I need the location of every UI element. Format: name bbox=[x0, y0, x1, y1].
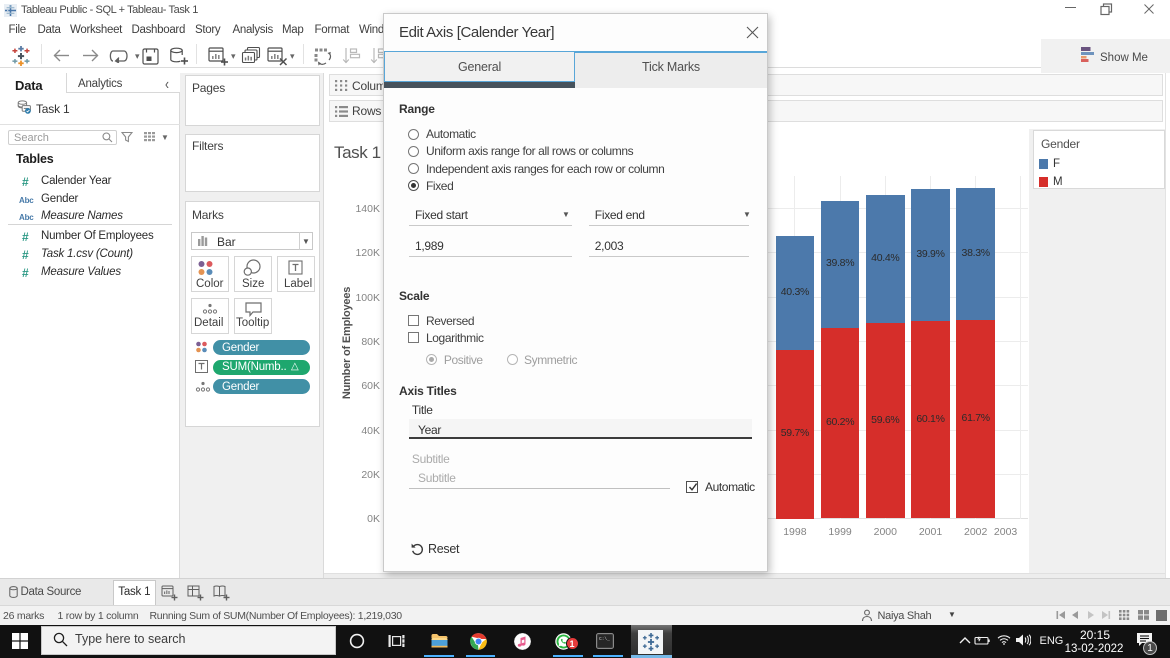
svg-text:C:\_: C:\_ bbox=[599, 636, 610, 642]
